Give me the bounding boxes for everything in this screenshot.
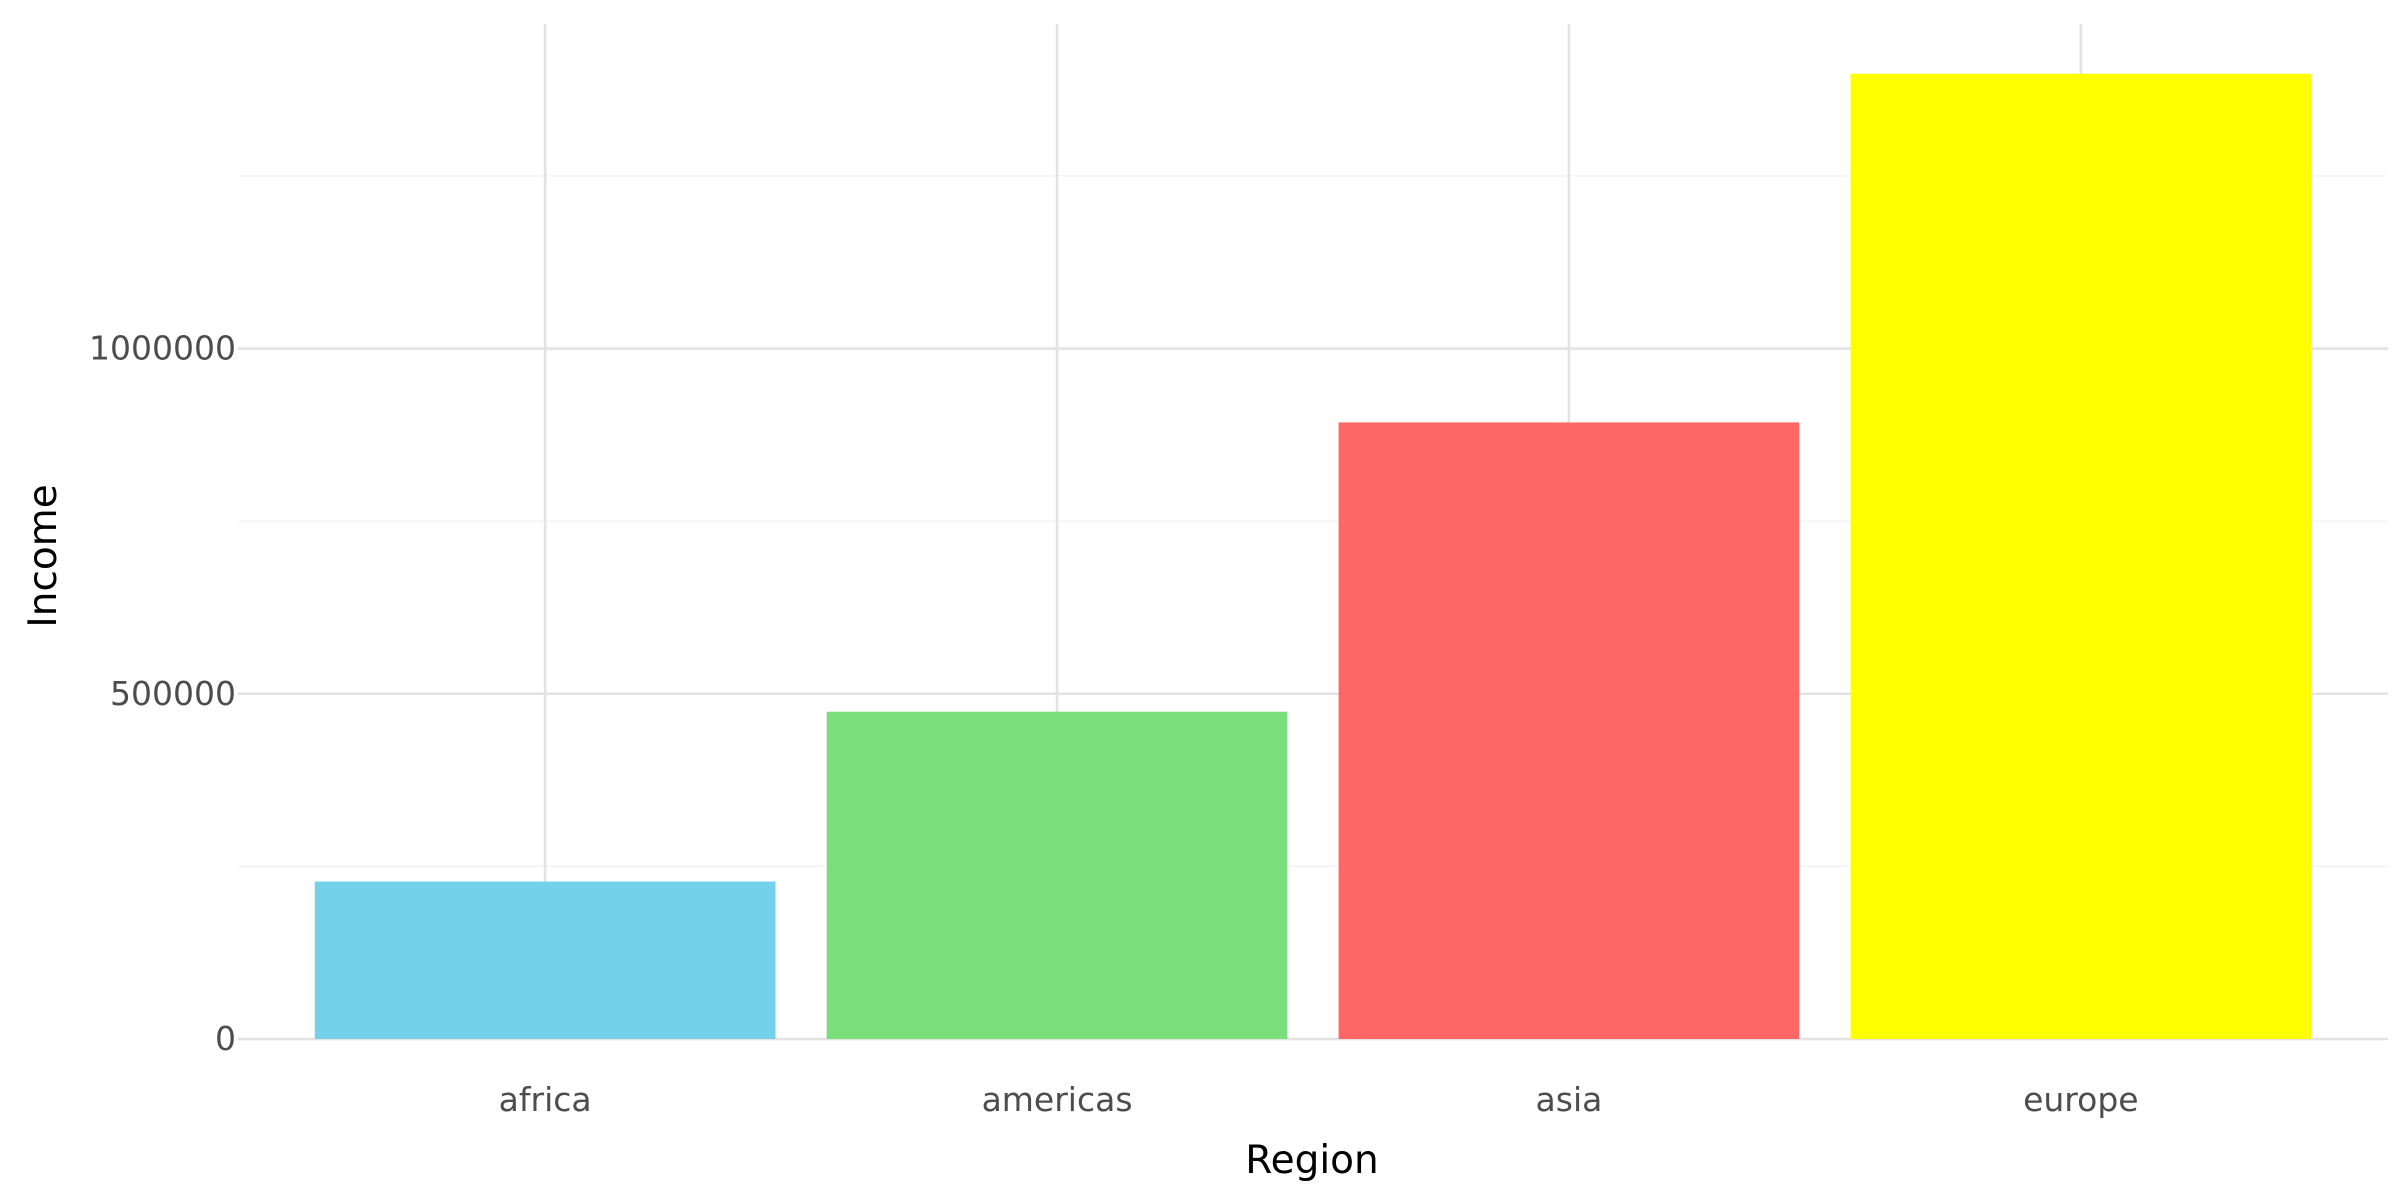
- bars: [314, 73, 2312, 1039]
- bar-europe: [1850, 73, 2312, 1039]
- y-tick-label: 1000000: [89, 329, 236, 368]
- y-tick-label: 0: [215, 1019, 236, 1058]
- x-tick-label: europe: [2023, 1080, 2139, 1119]
- x-tick-label: americas: [982, 1080, 1133, 1119]
- y-tick-label: 500000: [110, 674, 236, 713]
- y-axis-tick-labels: 0 500000 1000000: [89, 329, 236, 1058]
- x-tick-label: asia: [1536, 1080, 1603, 1119]
- bar-africa: [314, 881, 776, 1039]
- y-axis-title: Income: [21, 484, 66, 628]
- x-tick-label: africa: [499, 1080, 592, 1119]
- x-axis-title: Region: [1245, 1138, 1379, 1183]
- x-axis-tick-labels: africa americas asia europe: [499, 1080, 2139, 1119]
- bar-asia: [1338, 422, 1800, 1039]
- bar-americas: [826, 711, 1288, 1039]
